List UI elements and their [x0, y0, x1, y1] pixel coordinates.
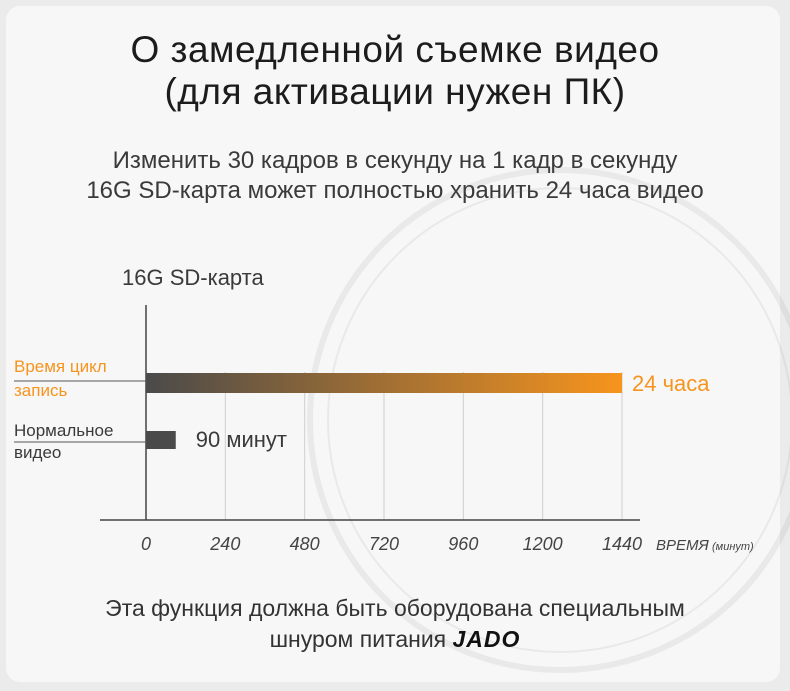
- x-tick-label: 480: [290, 534, 320, 554]
- category-label: Нормальное: [14, 421, 113, 440]
- subtitle-line-2: 16G SD-карта может полностью хранить 24 …: [86, 177, 704, 204]
- category-label: Время цикл: [14, 357, 107, 376]
- footer-line-1: Эта функция должна быть оборудована спец…: [105, 595, 685, 621]
- x-axis-unit: (минут): [712, 541, 754, 553]
- subtitle-line-1: Изменить 30 кадров в секунду на 1 кадр в…: [112, 147, 678, 174]
- x-tick-label: 240: [209, 534, 240, 554]
- background-card: [6, 6, 780, 682]
- x-tick-label: 1200: [523, 534, 563, 554]
- clock-watermark: [307, 167, 790, 673]
- category-label: видео: [14, 443, 61, 462]
- chart-title: 16G SD-карта: [122, 265, 265, 290]
- x-tick-label: 960: [448, 534, 478, 554]
- x-tick-label: 0: [141, 534, 151, 554]
- bar: [146, 431, 176, 449]
- x-tick-label: 720: [369, 534, 399, 554]
- page-title-note: (для активации нужен ПК): [164, 71, 626, 112]
- page-title: О замедленной съемке видео: [130, 29, 660, 70]
- bar-value-label: 90 минут: [196, 427, 287, 452]
- x-tick-label: 1440: [602, 534, 642, 554]
- category-label: запись: [14, 381, 67, 400]
- bar: [146, 373, 622, 393]
- bar-value-label: 24 часа: [632, 371, 710, 396]
- x-axis-label: ВРЕМЯ: [656, 537, 710, 554]
- footer-line-2: шнуром питания JADO: [0, 624, 790, 654]
- brand-logo: JADO: [452, 626, 521, 652]
- footer-text: шнуром питания: [269, 626, 447, 652]
